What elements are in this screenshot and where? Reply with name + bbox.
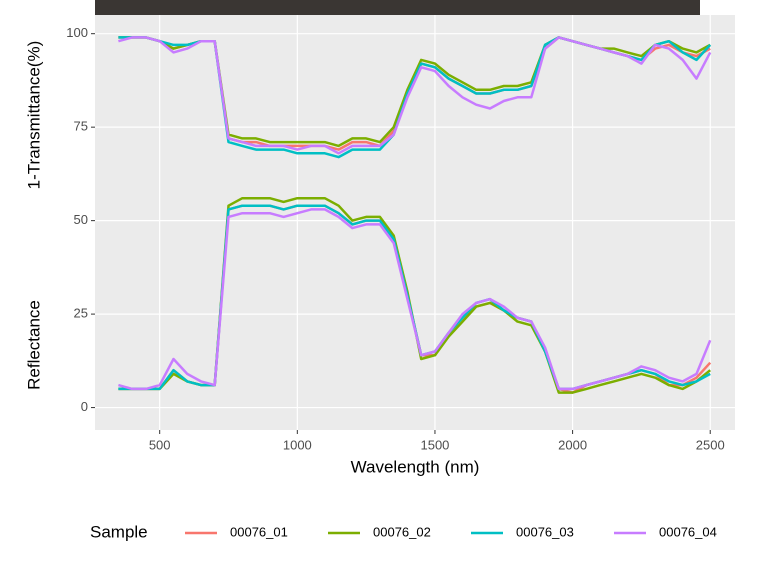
y-tick-label: 100 xyxy=(66,25,88,40)
x-tick-label: 1500 xyxy=(420,437,449,452)
y-tick-label: 50 xyxy=(74,212,88,227)
legend-title: Sample xyxy=(90,522,148,541)
y-tick-label: 25 xyxy=(74,306,88,321)
legend-label: 00076_02 xyxy=(373,524,431,539)
y-axis-label: Reflectance xyxy=(24,300,43,390)
legend-label: 00076_04 xyxy=(659,524,717,539)
x-tick-label: 1000 xyxy=(283,437,312,452)
legend-label: 00076_03 xyxy=(516,524,574,539)
x-tick-label: 2000 xyxy=(558,437,587,452)
legend-label: 00076_01 xyxy=(230,524,288,539)
grid xyxy=(95,15,735,430)
y-tick-label: 75 xyxy=(74,119,88,134)
photo-strip xyxy=(95,0,700,15)
y-tick-label: 0 xyxy=(81,399,88,414)
spectrum-line xyxy=(118,208,712,391)
x-axis-label: Wavelength (nm) xyxy=(351,457,480,476)
legend: 00076_01 00076_02 00076_03 00076_04 xyxy=(185,524,717,539)
spectrum-line xyxy=(118,36,712,155)
panel xyxy=(95,15,735,430)
lines xyxy=(118,36,712,394)
x-tick-label: 2500 xyxy=(696,437,725,452)
x-tick-label: 500 xyxy=(149,437,171,452)
y-axis-label: 1-Transmittance(%) xyxy=(24,41,43,190)
